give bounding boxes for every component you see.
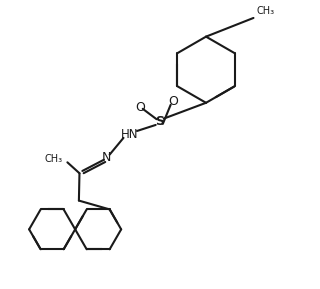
Text: HN: HN <box>121 128 139 141</box>
Text: O: O <box>168 95 178 108</box>
Text: CH₃: CH₃ <box>257 6 275 16</box>
Text: N: N <box>102 151 111 164</box>
Text: CH₃: CH₃ <box>44 154 62 164</box>
Text: S: S <box>156 115 164 128</box>
Text: O: O <box>135 101 145 114</box>
